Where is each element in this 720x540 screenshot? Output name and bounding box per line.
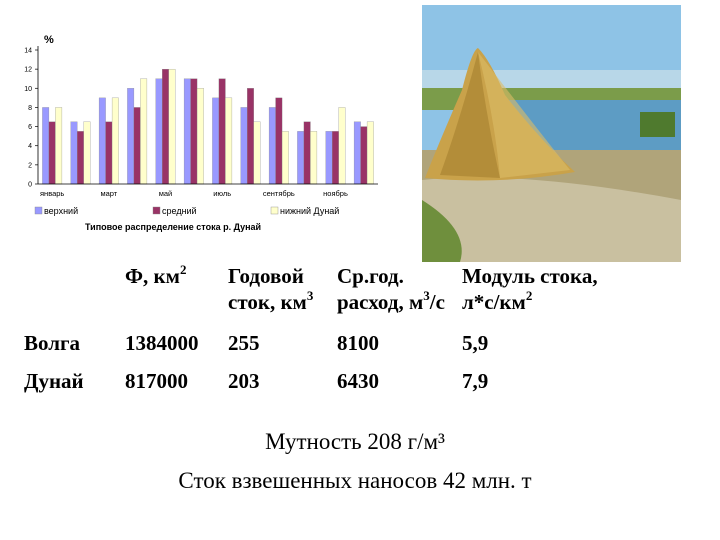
- bar: [253, 121, 261, 185]
- header-part: 2: [526, 288, 533, 303]
- header-part: расход, м: [337, 290, 423, 314]
- table-cell: 203: [228, 369, 260, 393]
- bar: [281, 131, 289, 185]
- table-cell: 6430: [337, 369, 379, 393]
- header-part: Ф, км: [125, 264, 180, 288]
- bar: [325, 131, 333, 185]
- bar: [98, 97, 106, 185]
- y-tick-label: 10: [24, 86, 32, 93]
- legend-swatch: [152, 206, 161, 215]
- bar: [360, 126, 368, 185]
- bar: [70, 121, 78, 185]
- header-part: Годовой: [228, 264, 304, 288]
- legend-swatch: [270, 206, 279, 215]
- bar: [310, 131, 318, 185]
- y-tick-label: 4: [28, 143, 32, 150]
- x-tick-label: ноябрь: [323, 189, 348, 198]
- bar: [48, 121, 56, 185]
- bar: [275, 97, 283, 185]
- table-header: Годовой: [228, 264, 304, 288]
- table-cell: 1384000: [125, 331, 199, 355]
- bar: [83, 121, 91, 185]
- bar: [77, 131, 84, 185]
- bar: [240, 107, 248, 185]
- x-tick-label: сентябрь: [263, 189, 295, 198]
- bar: [55, 107, 63, 185]
- y-tick-label: 14: [24, 48, 32, 55]
- legend-label: средний: [162, 206, 197, 216]
- footer-line: Сток взвешенных наносов 42 млн. т: [178, 468, 531, 493]
- bar: [196, 88, 204, 185]
- legend-label: нижний Дунай: [280, 206, 339, 216]
- x-tick-label: март: [100, 189, 117, 198]
- bar: [162, 68, 169, 185]
- photo: [422, 5, 681, 262]
- header-part: сток, км: [228, 290, 307, 314]
- bar: [297, 131, 305, 185]
- legend-label: верхний: [44, 206, 78, 216]
- table-cell: 7,9: [462, 369, 488, 393]
- bar: [183, 78, 191, 185]
- bar: [127, 88, 135, 185]
- table-cell: 817000: [125, 369, 188, 393]
- y-tick-label: 0: [28, 182, 32, 189]
- table-cell: 8100: [337, 331, 379, 355]
- bar: [338, 107, 346, 185]
- table-cell: Волга: [24, 331, 81, 355]
- bar: [225, 97, 233, 185]
- table-cell: 5,9: [462, 331, 488, 355]
- x-tick-label: январь: [40, 189, 64, 198]
- chart-caption: Типовое распределение стока р. Дунай: [85, 222, 261, 232]
- bar: [168, 68, 176, 185]
- bar: [105, 121, 113, 185]
- header-part: Модуль стока,: [462, 264, 598, 288]
- bar: [155, 78, 163, 185]
- bar: [366, 121, 374, 185]
- x-tick-label: июль: [213, 189, 231, 198]
- bar: [332, 131, 339, 185]
- table-header: сток, км3: [228, 288, 314, 314]
- bar: [303, 121, 311, 185]
- bar: [190, 78, 198, 185]
- table-header: Ф, км2: [125, 262, 186, 288]
- y-tick-label: 6: [28, 124, 32, 131]
- bar: [140, 78, 148, 185]
- y-tick-label: 2: [28, 162, 32, 169]
- x-tick-label: май: [159, 189, 173, 198]
- table-header: Ср.год.: [337, 264, 404, 288]
- bar: [133, 107, 141, 185]
- bar: [111, 97, 119, 185]
- bar: [268, 107, 276, 185]
- table-header: л*с/км2: [462, 288, 532, 314]
- bar: [42, 107, 50, 185]
- table-header: расход, м3/с: [337, 288, 445, 314]
- table-cell: 255: [228, 331, 260, 355]
- bar: [247, 88, 254, 185]
- bar: [353, 121, 361, 185]
- bar: [218, 78, 226, 185]
- header-part: 3: [307, 288, 314, 303]
- header-part: 3: [423, 288, 430, 303]
- y-axis-label: %: [44, 34, 54, 46]
- footer-line: Мутность 208 г/м³: [265, 429, 445, 454]
- header-part: л*с/км: [462, 290, 526, 314]
- table-cell: Дунай: [24, 369, 84, 393]
- y-tick-label: 8: [28, 105, 32, 112]
- bar: [212, 97, 220, 185]
- legend-swatch: [34, 206, 43, 215]
- header-part: 2: [180, 262, 187, 277]
- header-part: Ср.год.: [337, 264, 404, 288]
- table-header: Модуль стока,: [462, 264, 598, 288]
- header-part: /с: [429, 290, 445, 314]
- y-tick-label: 12: [24, 67, 32, 74]
